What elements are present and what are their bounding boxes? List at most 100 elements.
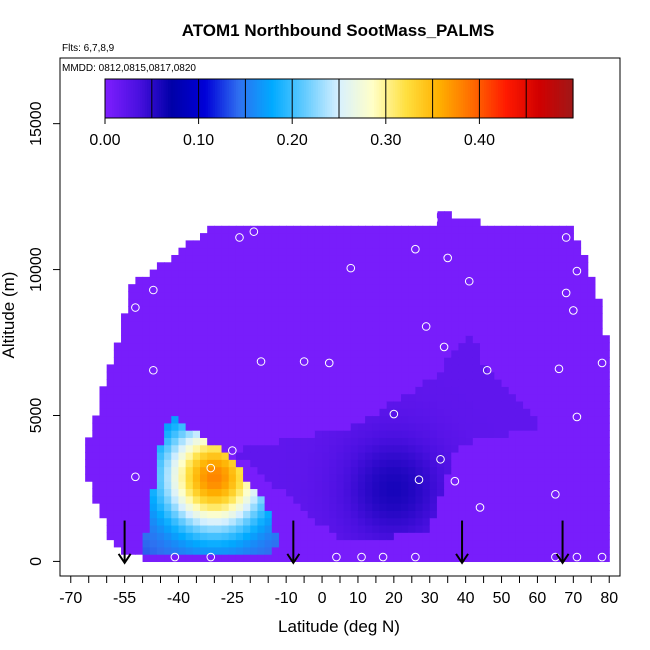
heatmap-cell bbox=[465, 386, 474, 395]
heatmap-cell bbox=[515, 371, 524, 380]
heatmap-cell bbox=[444, 459, 452, 468]
sample-point bbox=[421, 322, 431, 331]
heatmap-cell bbox=[494, 269, 503, 278]
heatmap-cell bbox=[537, 357, 546, 366]
heatmap-cell bbox=[472, 393, 481, 402]
heatmap-cell bbox=[99, 393, 108, 402]
heatmap-cell bbox=[558, 422, 567, 431]
heatmap-cell bbox=[566, 459, 574, 468]
heatmap-cell bbox=[487, 510, 495, 519]
heatmap-cell bbox=[264, 451, 273, 460]
colorbar-swatch bbox=[528, 79, 532, 118]
heatmap-cell bbox=[257, 386, 266, 395]
heatmap-cell bbox=[329, 364, 338, 373]
heatmap-cell bbox=[537, 415, 546, 424]
heatmap-cell bbox=[602, 546, 610, 555]
heatmap-cell bbox=[465, 313, 474, 322]
y-axis-label: Altitude (m) bbox=[0, 272, 18, 359]
heatmap-cell bbox=[508, 313, 517, 322]
heatmap-cell bbox=[515, 510, 524, 519]
heatmap-cell bbox=[106, 495, 115, 504]
heatmap-cell bbox=[573, 327, 582, 336]
heatmap-cell bbox=[322, 503, 330, 511]
heatmap-cell bbox=[336, 546, 345, 555]
heatmap-cell bbox=[92, 444, 101, 453]
heatmap-cell bbox=[156, 313, 165, 322]
heatmap-cell bbox=[408, 291, 416, 300]
heatmap-cell bbox=[379, 284, 388, 293]
heatmap-cell bbox=[336, 371, 345, 380]
heatmap-cell bbox=[415, 240, 424, 249]
heatmap-cell bbox=[508, 503, 517, 511]
heatmap-cell bbox=[544, 320, 553, 329]
heatmap-cell bbox=[271, 276, 280, 285]
heatmap-cell bbox=[106, 415, 115, 424]
heatmap-cell bbox=[113, 422, 122, 431]
heatmap-cell bbox=[221, 269, 230, 278]
heatmap-cell bbox=[300, 320, 309, 329]
heatmap-cell bbox=[558, 488, 567, 497]
heatmap-cell bbox=[243, 313, 251, 322]
heatmap-cell bbox=[458, 473, 467, 482]
sample-point bbox=[572, 266, 582, 276]
heatmap-cell bbox=[250, 335, 259, 344]
heatmap-cell bbox=[444, 437, 452, 446]
heatmap-cell bbox=[451, 546, 460, 555]
heatmap-cell bbox=[386, 364, 395, 373]
heatmap-cell bbox=[537, 371, 546, 380]
heatmap-cell bbox=[501, 451, 510, 460]
heatmap-cell bbox=[286, 276, 294, 285]
heatmap-cell bbox=[451, 488, 460, 497]
heatmap-cell bbox=[523, 503, 531, 511]
heatmap-cell bbox=[185, 247, 194, 256]
heatmap-cell bbox=[379, 422, 388, 431]
heatmap-cell bbox=[523, 291, 531, 300]
heatmap-cell bbox=[379, 546, 388, 555]
heatmap-cell bbox=[128, 437, 136, 446]
heatmap-cell bbox=[329, 422, 338, 431]
heatmap-cell bbox=[465, 276, 474, 285]
heatmap-cell bbox=[487, 488, 495, 497]
colorbar-swatch bbox=[519, 79, 523, 118]
heatmap-cell bbox=[429, 225, 438, 234]
heatmap-cell bbox=[544, 262, 553, 271]
heatmap-cell bbox=[314, 473, 323, 482]
heatmap-cell bbox=[530, 313, 539, 322]
heatmap-cell bbox=[307, 495, 316, 504]
heatmap-cell bbox=[228, 495, 237, 504]
heatmap-cell bbox=[551, 400, 560, 409]
heatmap-cell bbox=[106, 437, 115, 446]
heatmap-cell bbox=[551, 510, 560, 519]
heatmap-cell bbox=[192, 451, 201, 460]
heatmap-cell bbox=[537, 473, 546, 482]
heatmap-cell bbox=[501, 225, 510, 234]
heatmap-cell bbox=[508, 481, 517, 490]
heatmap-cell bbox=[551, 437, 560, 446]
heatmap-cell bbox=[257, 459, 266, 468]
heatmap-cell bbox=[393, 306, 402, 314]
heatmap-cell bbox=[530, 342, 539, 351]
heatmap-cell bbox=[422, 233, 431, 241]
heatmap-cell bbox=[436, 554, 445, 563]
colorbar-swatch bbox=[547, 79, 551, 118]
heatmap-cell bbox=[106, 481, 115, 490]
heatmap-cell bbox=[602, 364, 610, 373]
heatmap-cell bbox=[286, 524, 294, 533]
heatmap-cell bbox=[379, 386, 388, 395]
heatmap-cell bbox=[451, 225, 460, 234]
heatmap-cell bbox=[235, 400, 244, 409]
heatmap-cell bbox=[164, 276, 172, 285]
heatmap-cell bbox=[243, 466, 251, 475]
heatmap-cell bbox=[207, 503, 215, 511]
heatmap-cell bbox=[487, 473, 495, 482]
heatmap-cell bbox=[386, 371, 395, 380]
heatmap-cell bbox=[113, 495, 122, 504]
heatmap-cell bbox=[92, 473, 101, 482]
heatmap-cell bbox=[171, 503, 180, 511]
heatmap-cell bbox=[472, 291, 481, 300]
colorbar-swatch bbox=[119, 79, 122, 118]
heatmap-cell bbox=[530, 233, 539, 241]
heatmap-cell bbox=[314, 444, 323, 453]
heatmap-cell bbox=[357, 357, 366, 366]
heatmap-cell bbox=[264, 342, 273, 351]
